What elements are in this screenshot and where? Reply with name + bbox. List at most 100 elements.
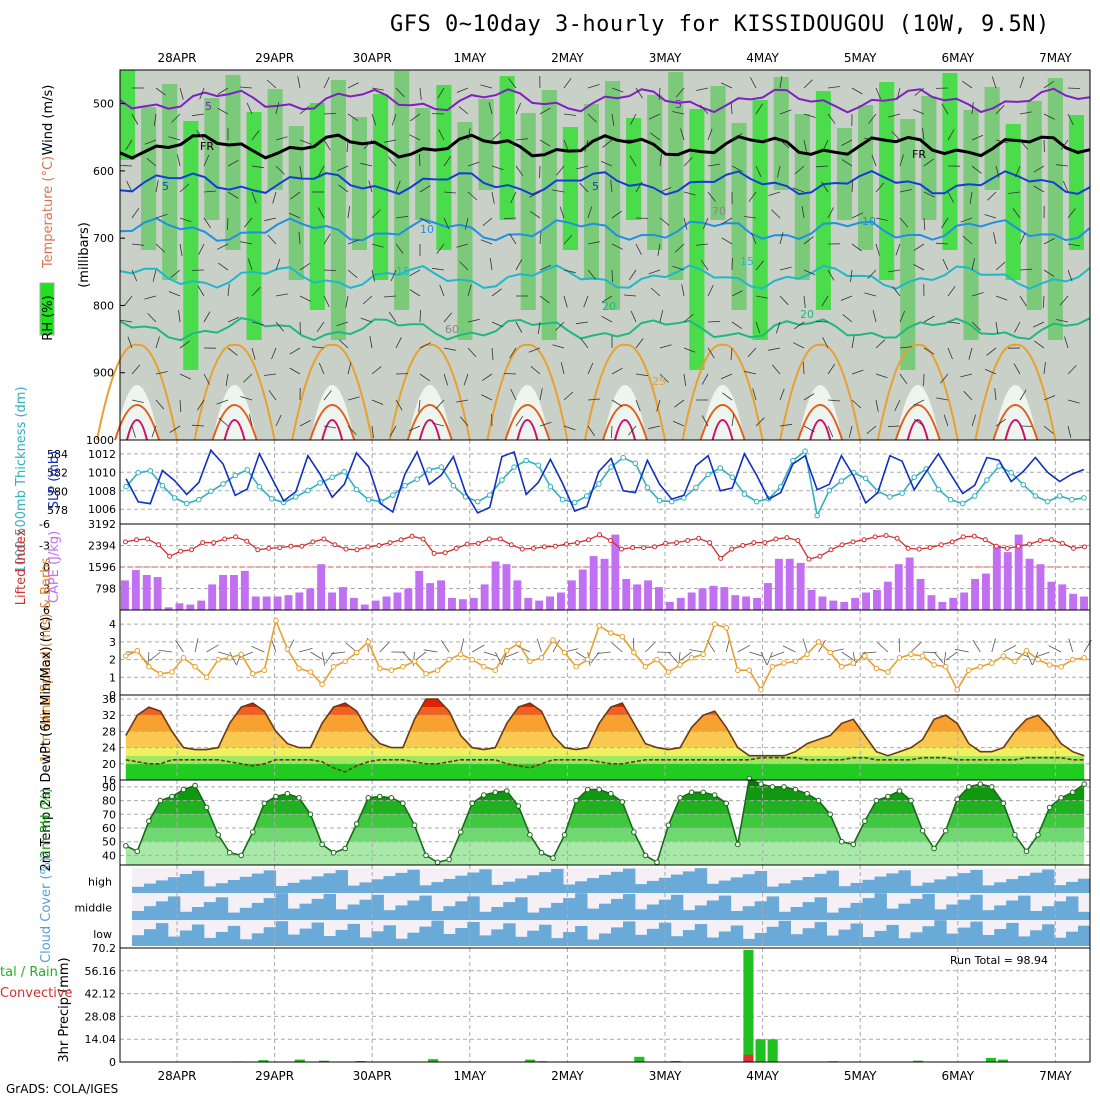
- wind-barb: [317, 165, 325, 177]
- wind-barb: [681, 284, 685, 297]
- isotherm-35: [809, 419, 832, 441]
- thickness-point: [317, 480, 323, 486]
- rh2m-point: [954, 796, 961, 803]
- wind-barb: [419, 153, 421, 167]
- cloud-bar-low: [766, 926, 780, 946]
- wind-barb: [290, 191, 301, 200]
- wind-barb: [563, 234, 573, 245]
- rh-moist-patch: [415, 108, 431, 220]
- wind-barb: [674, 399, 685, 408]
- wind-barb: [960, 217, 973, 223]
- cloud-bar-high: [527, 875, 540, 893]
- cloud-bar-middle: [1006, 900, 1019, 920]
- cloud-bar-high: [922, 882, 935, 893]
- wind-barb: [587, 269, 597, 280]
- cloud-bar-high: [395, 872, 408, 893]
- li-point: [696, 535, 702, 541]
- rh2m-point: [1012, 832, 1018, 838]
- cloud-bar-middle: [419, 895, 432, 920]
- wind10m-point: [1000, 653, 1007, 659]
- cape-bar: [611, 534, 620, 610]
- isotherm-35: [321, 419, 344, 441]
- wind-barb: [347, 362, 352, 375]
- wind-barb: [267, 234, 277, 245]
- cloud-bar-high: [646, 880, 660, 893]
- wind-barb: [803, 113, 816, 118]
- thickness-point: [147, 468, 154, 474]
- temp-ytick-20: 20: [102, 758, 116, 771]
- thickness-point: [802, 448, 808, 455]
- cloud-bar-high: [766, 886, 780, 893]
- cloud-bar-high: [1030, 872, 1043, 893]
- contour-label: 5: [205, 100, 212, 113]
- wind-barb: [755, 165, 762, 178]
- wind-barb: [748, 191, 757, 202]
- wind-barb: [971, 258, 975, 271]
- rh2m-point: [457, 829, 464, 835]
- thickness-point: [972, 493, 978, 499]
- thickness-point: [123, 483, 129, 490]
- wind10m-point: [688, 655, 695, 661]
- wind-barb: [217, 262, 229, 271]
- cape-bar: [175, 603, 184, 610]
- cape-bar: [502, 564, 511, 610]
- wind-barb: [587, 206, 593, 219]
- wind10m-point: [330, 663, 337, 670]
- wind-barb: [895, 243, 901, 256]
- ua-ytick-600: 600: [93, 165, 114, 178]
- cloud-bar-low: [874, 930, 887, 946]
- wind10m-point: [642, 663, 649, 670]
- ua-ylabel: (millibars): [77, 222, 92, 288]
- wind-barb: [338, 339, 349, 349]
- wind10m-barb: [766, 651, 773, 666]
- isotherm-25: [681, 343, 764, 441]
- thickness-ytick-584: 584: [47, 448, 68, 461]
- li-ytick-6: 6: [43, 604, 50, 617]
- thickness-point: [862, 475, 869, 482]
- precip-ytick-56.16: 56.16: [85, 965, 117, 978]
- wind-barb: [701, 415, 709, 427]
- wind10m-point: [758, 686, 764, 693]
- cloud-bar-low: [167, 936, 181, 946]
- precip-ytick-0: 0: [109, 1056, 116, 1069]
- wind-barb: [657, 243, 661, 256]
- li-point: [1015, 543, 1021, 549]
- wind-barb: [152, 269, 157, 282]
- slp-ytick-1012: 1012: [88, 448, 116, 461]
- wind-barb: [659, 310, 664, 323]
- rh2m-point: [353, 821, 360, 827]
- rh2m-point: [896, 788, 903, 794]
- wind-barb: [827, 86, 840, 89]
- cape-bar: [317, 564, 326, 610]
- wind-barb: [801, 206, 805, 219]
- wind-barb: [971, 165, 982, 174]
- precip-small-bar: [985, 1057, 996, 1062]
- li-point: [861, 537, 867, 543]
- wind-barb: [941, 103, 949, 115]
- wind-barb: [264, 217, 277, 222]
- wind10m-barb: [689, 649, 704, 653]
- wind-barb: [323, 425, 336, 429]
- cloud-bar-middle: [263, 898, 277, 920]
- cloud-bar-middle: [778, 911, 791, 920]
- cape-bar: [731, 595, 740, 610]
- rh2m-point: [319, 841, 325, 848]
- rh2m-point: [919, 827, 926, 834]
- cloud-bar-middle: [527, 912, 540, 920]
- wind-barb: [323, 390, 332, 401]
- isotherm-30: [211, 404, 258, 441]
- wind-barb: [443, 312, 453, 323]
- date-top-1MAY: 1MAY: [453, 51, 486, 65]
- cape-bar: [393, 592, 402, 610]
- wind-barb: [683, 157, 693, 167]
- wind-barb: [179, 183, 190, 193]
- wind10m-point: [377, 665, 383, 672]
- date-bottom-2MAY: 2MAY: [551, 1069, 584, 1083]
- cloud-bar-middle: [838, 907, 851, 920]
- thickness-point: [183, 500, 190, 507]
- wind-barb: [707, 163, 720, 167]
- wind-barb: [371, 366, 382, 375]
- li-point: [123, 539, 128, 545]
- li-point: [255, 547, 261, 553]
- cape-bar: [927, 595, 936, 610]
